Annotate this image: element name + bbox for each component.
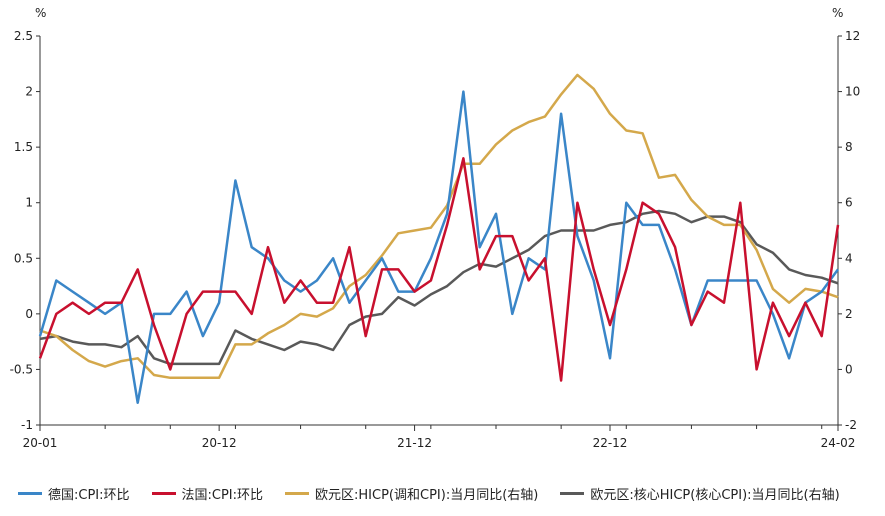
series-line-0: [38, 90, 840, 405]
right-tick-label: 4: [845, 251, 853, 265]
left-tick-label: 0.5: [14, 251, 33, 265]
legend-label-euro-hicp: 欧元区:HICP(调和CPI):当月同比(右轴): [315, 488, 539, 503]
series-line-1: [38, 157, 840, 382]
right-tick-label: 10: [845, 85, 860, 99]
legend-item-germany-cpi: 德国:CPI:环比: [18, 484, 130, 503]
left-tick-label: 1.5: [14, 140, 33, 154]
right-tick-label: 6: [845, 196, 853, 210]
x-tick-label: 20-12: [202, 436, 237, 450]
x-tick-label: 22-12: [593, 436, 628, 450]
left-tick-label: 0: [25, 307, 33, 321]
left-tick-label: -1: [21, 418, 33, 432]
x-tick-label: 24-02: [821, 436, 856, 450]
left-tick-label: -0.5: [10, 362, 33, 376]
left-tick-label: 2: [25, 85, 33, 99]
right-tick-label: -2: [845, 418, 857, 432]
right-tick-label: 2: [845, 307, 853, 321]
left-tick-label: 1: [25, 196, 33, 210]
left-axis-unit: %: [35, 6, 47, 20]
legend-swatch-germany-cpi: [18, 492, 42, 495]
legend-item-france-cpi: 法国:CPI:环比: [151, 484, 264, 503]
left-tick-label: 2.5: [14, 29, 33, 43]
legend: 德国:CPI:环比 法国:CPI:环比 欧元区:HICP(调和CPI):当月同比…: [18, 484, 840, 503]
right-tick-label: 8: [845, 140, 853, 154]
legend-swatch-euro-core-hicp: [560, 492, 585, 495]
legend-swatch-euro-hicp: [285, 492, 310, 495]
x-tick-label: 20-01: [23, 436, 58, 450]
right-tick-label: 12: [845, 29, 860, 43]
x-tick-label: 21-12: [397, 436, 432, 450]
legend-label-germany-cpi: 德国:CPI:环比: [48, 488, 130, 503]
legend-item-euro-hicp: 欧元区:HICP(调和CPI):当月同比(右轴): [285, 484, 538, 503]
right-tick-label: 0: [845, 362, 853, 376]
chart-canvas: -1 -0.5 0 0.5 1 1.5 2 2.5 -2 0 2 4 6 8 10 12 20-01 20-12 2…: [10, 29, 861, 450]
legend-swatch-france-cpi: [151, 492, 176, 495]
legend-item-euro-core-hicp: 欧元区:核心HICP(核心CPI):当月同比(右轴): [560, 484, 840, 503]
legend-label-france-cpi: 法国:CPI:环比: [181, 488, 264, 503]
right-axis-unit: %: [832, 6, 844, 20]
series-line-2: [39, 73, 839, 380]
legend-label-euro-core-hicp: 欧元区:核心HICP(核心CPI):当月同比(右轴): [590, 488, 840, 503]
